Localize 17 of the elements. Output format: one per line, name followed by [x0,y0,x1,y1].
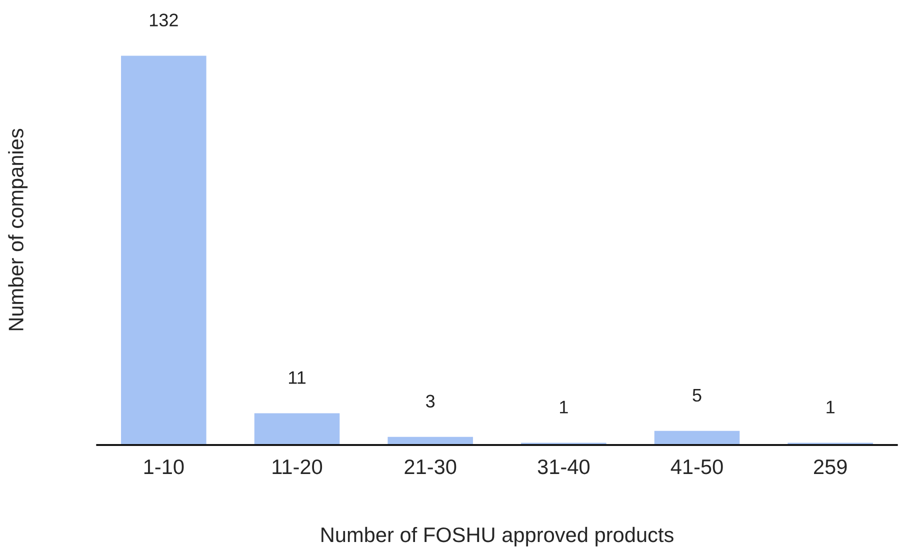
x-tick-label: 31-40 [538,459,590,474]
y-axis-title: Number of companies [8,128,28,330]
x-tick-label: 21-30 [404,459,456,474]
data-label: 1 [560,400,568,414]
data-label: 3 [426,394,435,408]
data-label: 11 [289,371,306,384]
x-axis-title: Number of FOSHU approved products [322,526,674,546]
data-label: 132 [150,14,178,26]
bar [120,54,208,445]
x-tick-label: 41-50 [670,459,723,474]
bar [652,430,742,445]
bar [252,412,342,445]
x-tick-label: 11-20 [272,459,322,474]
x-tick-label: 1-10 [144,459,184,474]
data-label: 5 [692,389,702,402]
data-label: 1 [826,400,834,414]
x-tick-label: 259 [814,459,847,474]
